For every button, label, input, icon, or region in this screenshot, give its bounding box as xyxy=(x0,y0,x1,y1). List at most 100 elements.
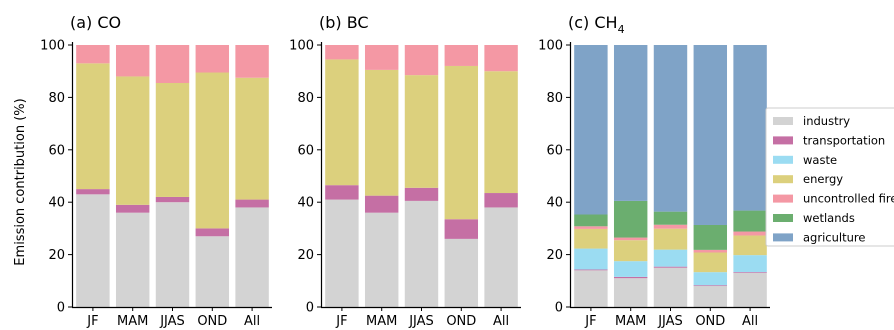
y-tick-label: 80 xyxy=(546,91,563,106)
legend-swatch-industry xyxy=(773,117,793,125)
bar-segment-waste xyxy=(733,255,767,273)
legend-label-transportation: transportation xyxy=(803,133,885,147)
legend-label-energy: energy xyxy=(803,172,843,186)
y-tick-label: 60 xyxy=(48,143,65,158)
bar-segment-transportation xyxy=(613,276,648,279)
y-tick-label: 80 xyxy=(297,91,314,106)
bar-segment-industry xyxy=(195,236,230,307)
bar-segment-energy xyxy=(484,71,518,194)
bar-segment-energy xyxy=(613,240,648,262)
legend-label-wetlands: wetlands xyxy=(803,211,855,225)
y-tick-label: 20 xyxy=(546,248,563,263)
y-tick-label: 40 xyxy=(297,196,314,211)
bar-segment-agriculture xyxy=(574,45,608,215)
bar-segment-industry xyxy=(76,194,110,307)
y-tick-label: 100 xyxy=(289,39,314,54)
bar-segment-uncontrolled-fire xyxy=(115,45,150,77)
bar-segment-waste xyxy=(574,248,608,270)
bar-segment-energy xyxy=(325,59,359,186)
x-tick-label: All xyxy=(742,314,758,329)
y-tick-label: 100 xyxy=(40,39,65,54)
bar-segment-industry xyxy=(404,200,439,307)
legend-swatch-agriculture xyxy=(773,233,793,242)
panel-2: (b) BC JF MAM JJAS OND All 0 20 40 60 80 100 xyxy=(289,13,521,329)
chart-legend: industry transportation waste energy uncontr… xyxy=(765,107,894,247)
bar-segment-transportation xyxy=(195,228,230,237)
bar-segment-wetlands xyxy=(733,210,767,232)
bar-segment-industry xyxy=(613,278,648,307)
legend-label-waste: waste xyxy=(803,153,837,167)
bar-segment-uncontrolled-fire xyxy=(404,45,439,76)
bar-segment-uncontrolled-fire xyxy=(653,224,688,229)
bar-segment-industry xyxy=(733,272,767,307)
bar-segment-industry xyxy=(235,207,269,307)
bar-segment-industry xyxy=(155,202,190,307)
bar-segment-industry xyxy=(693,286,728,307)
y-tick-label: 20 xyxy=(297,248,314,263)
x-tick-label: OND xyxy=(197,314,227,329)
x-tick-label: MAM xyxy=(366,314,397,329)
bar-segment-uncontrolled-fire xyxy=(155,45,190,83)
y-tick-label: 60 xyxy=(546,143,563,158)
bar-segment-uncontrolled-fire xyxy=(733,231,767,236)
bar-segment-transportation xyxy=(76,189,110,195)
bar-segment-energy xyxy=(693,252,728,273)
bar-segment-energy xyxy=(733,235,767,256)
bar-segment-industry xyxy=(364,212,399,307)
bar-segment-transportation xyxy=(115,204,150,213)
bar-segment-transportation xyxy=(155,196,190,203)
legend-label-agriculture: agriculture xyxy=(803,230,865,244)
legend-frame xyxy=(765,107,894,247)
bar-segment-transportation xyxy=(484,193,518,208)
x-tick-label: All xyxy=(493,314,509,329)
y-tick-label: 0 xyxy=(306,301,314,316)
x-tick-label: MAM xyxy=(615,314,646,329)
bar-segment-uncontrolled-fire xyxy=(364,45,399,70)
panel-title: (a) CO xyxy=(70,13,121,32)
bar-segment-energy xyxy=(195,72,230,229)
panel-1: (a) CO JF MAM JJAS OND All 0 20 40 60 80 100 xyxy=(40,13,272,329)
x-tick-label: JJAS xyxy=(408,314,434,329)
bar-segment-transportation xyxy=(653,266,688,268)
bar-segment-uncontrolled-fire xyxy=(613,237,648,241)
x-tick-label: All xyxy=(244,314,260,329)
panel-title-subscript: 4 xyxy=(618,23,625,36)
legend-swatch-transportation xyxy=(773,136,793,145)
legend-label-uncontrolled-fire: uncontrolled fire xyxy=(803,192,894,206)
y-tick-label: 20 xyxy=(48,248,65,263)
bar-segment-transportation xyxy=(733,272,767,273)
bar-segment-transportation xyxy=(444,219,479,239)
bar-segment-wetlands xyxy=(693,224,728,250)
x-tick-label: JF xyxy=(86,314,98,329)
bar-segment-agriculture xyxy=(653,45,688,212)
bar-segment-transportation xyxy=(404,187,439,201)
bar-segment-energy xyxy=(364,69,399,196)
bar-segment-industry xyxy=(115,212,150,307)
bar-segment-uncontrolled-fire xyxy=(444,45,479,66)
bar-segment-waste xyxy=(613,261,648,277)
bar-segment-wetlands xyxy=(653,211,688,225)
bar-segment-uncontrolled-fire xyxy=(195,45,230,73)
bar-segment-wetlands xyxy=(613,200,648,238)
bar-segment-energy xyxy=(155,82,190,197)
y-tick-label: 40 xyxy=(546,196,563,211)
bar-segment-agriculture xyxy=(613,45,648,201)
y-axis-label: Emission contribution (%) xyxy=(13,98,28,265)
bar-segment-industry xyxy=(484,207,518,307)
bar-segment-agriculture xyxy=(733,45,767,211)
bar-segment-energy xyxy=(574,228,608,249)
bar-segment-waste xyxy=(693,272,728,286)
bar-segment-energy xyxy=(444,65,479,220)
y-tick-label: 100 xyxy=(538,39,563,54)
bar-segment-industry xyxy=(325,199,359,307)
legend-swatch-wetlands xyxy=(773,214,793,222)
y-tick-label: 60 xyxy=(297,143,314,158)
bar-segment-uncontrolled-fire xyxy=(693,249,728,253)
bar-segment-transportation xyxy=(235,199,269,208)
x-tick-label: JJAS xyxy=(657,314,683,329)
bar-segment-uncontrolled-fire xyxy=(574,226,608,229)
legend-swatch-waste xyxy=(773,155,793,164)
bar-segment-uncontrolled-fire xyxy=(235,45,269,78)
